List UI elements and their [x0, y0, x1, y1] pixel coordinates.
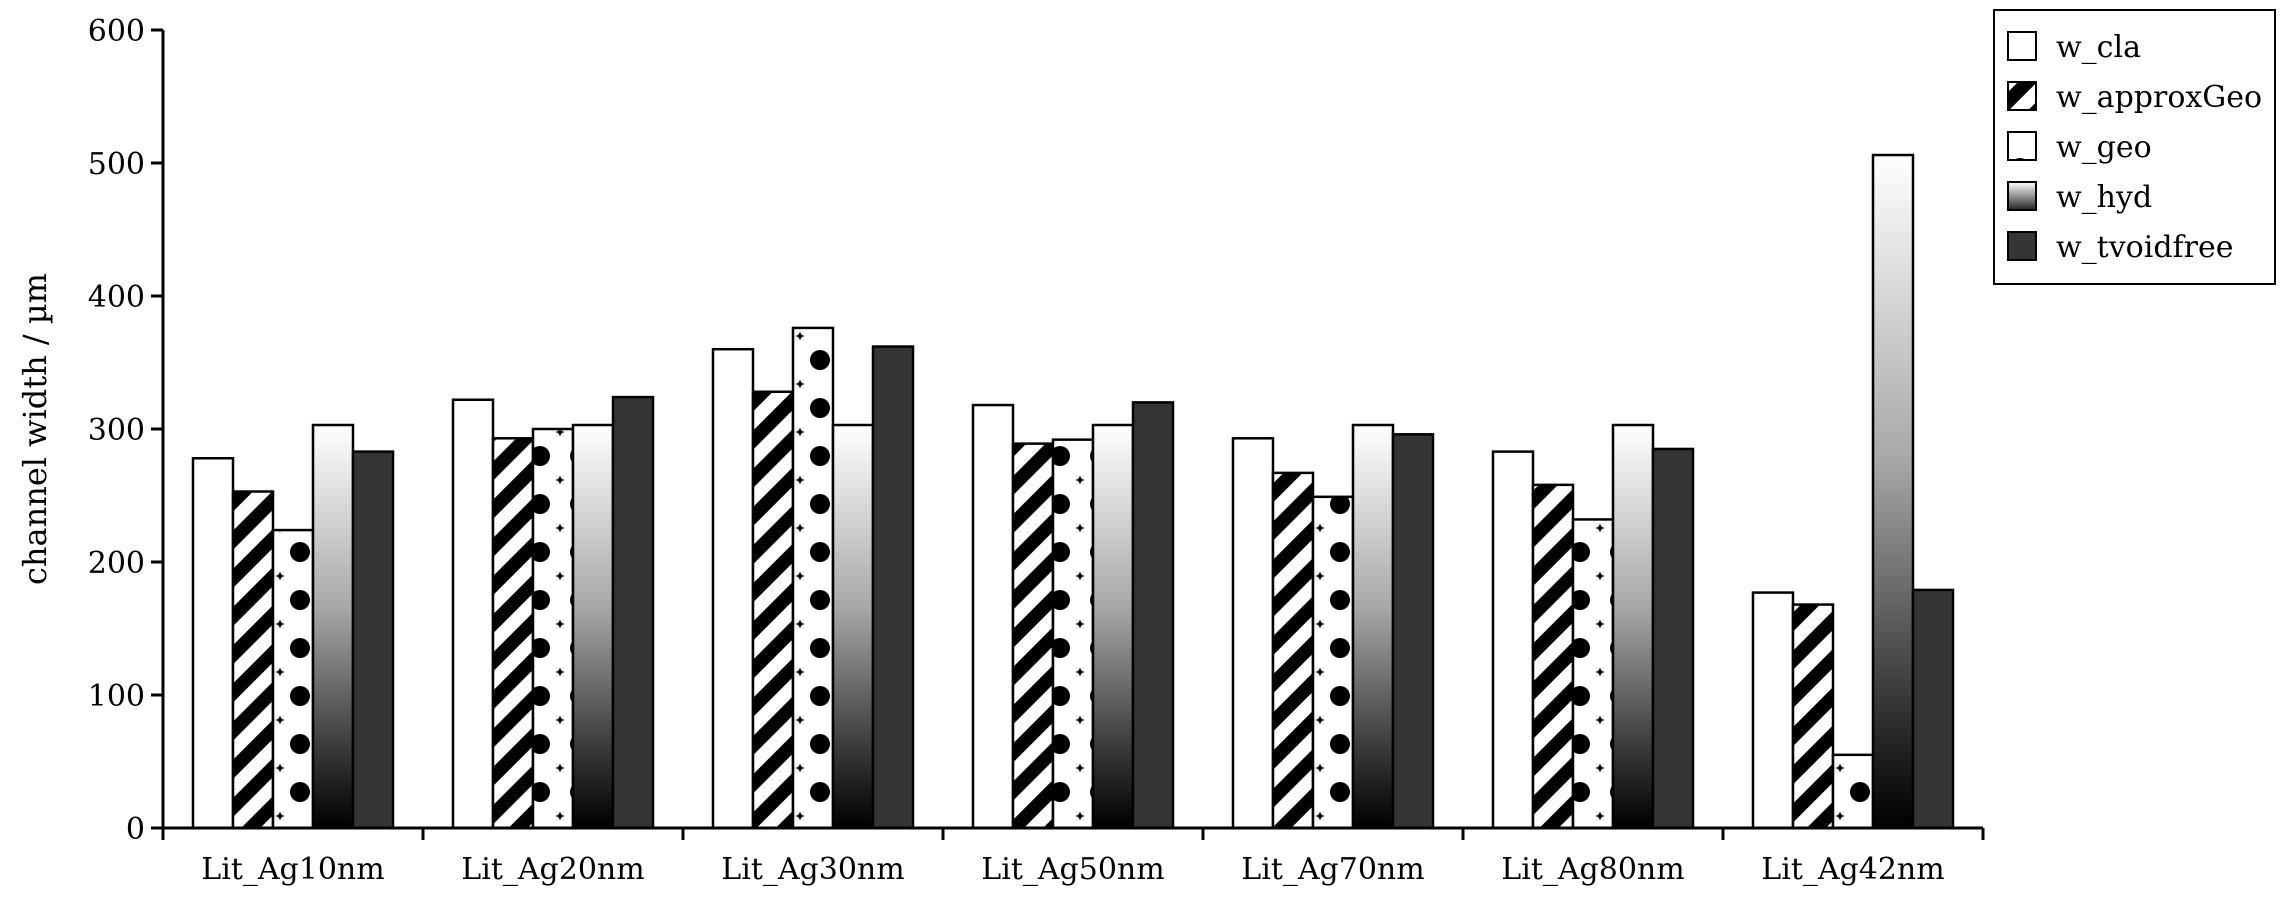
bar-w-hyd-lit-ag42nm — [1871, 153, 1915, 830]
bar-w-cla-lit-ag20nm — [451, 398, 495, 830]
y-tick-label: 0 — [126, 812, 145, 847]
legend-label-w-geo: w_geo — [2056, 130, 2152, 165]
legend-label-w-tvoidfree: w_tvoidfree — [2056, 230, 2234, 265]
bar-w-hyd-lit-ag30nm — [831, 423, 875, 830]
bar-w-geo-lit-ag80nm — [1571, 518, 1615, 830]
bar-w-tvoidfree-lit-ag42nm — [1911, 588, 1955, 830]
bar-w-geo-lit-ag50nm — [1051, 438, 1095, 830]
bar-w-cla-lit-ag42nm — [1751, 591, 1795, 830]
bar-w-cla-lit-ag10nm — [191, 457, 235, 830]
bar-w-approxgeo-lit-ag30nm — [751, 390, 795, 830]
x-tick-label: Lit_Ag80nm — [1501, 852, 1684, 887]
bar-w-approxgeo-lit-ag80nm — [1531, 483, 1575, 830]
legend-swatch-w-geo — [2007, 131, 2037, 161]
legend-swatch-w-hyd — [2007, 181, 2037, 211]
y-tick-label: 100 — [88, 679, 145, 714]
bar-w-geo-lit-ag70nm — [1311, 495, 1355, 830]
bar-w-hyd-lit-ag50nm — [1091, 423, 1135, 830]
legend-swatch-w-tvoidfree — [2007, 231, 2037, 261]
legend-swatch-w-cla — [2007, 31, 2037, 61]
bar-w-geo-lit-ag10nm — [271, 528, 315, 830]
y-axis-title: channel width / µm — [16, 273, 54, 585]
y-ticks-group: 0 100 200 300 400 500 600 — [88, 14, 163, 847]
legend: w_cla w_approxGeo w_geo w_hyd w_tvoidfree — [1993, 9, 2276, 285]
legend-label-w-approxgeo: w_approxGeo — [2056, 80, 2262, 115]
bar-w-hyd-lit-ag20nm — [571, 423, 615, 830]
legend-label-w-cla: w_cla — [2056, 30, 2141, 65]
bar-w-geo-lit-ag30nm — [791, 326, 835, 830]
bars-group — [191, 153, 1955, 830]
x-tick-label: Lit_Ag50nm — [981, 852, 1164, 887]
bar-w-cla-lit-ag30nm — [711, 347, 755, 830]
x-tick-label: Lit_Ag30nm — [721, 852, 904, 887]
bar-w-tvoidfree-lit-ag30nm — [871, 345, 915, 830]
y-tick-label: 300 — [88, 413, 145, 448]
bar-w-cla-lit-ag70nm — [1231, 437, 1275, 830]
bar-w-approxgeo-lit-ag10nm — [231, 490, 275, 830]
bar-w-tvoidfree-lit-ag70nm — [1391, 433, 1435, 830]
legend-swatch-w-approxgeo — [2007, 81, 2037, 111]
bar-w-approxgeo-lit-ag50nm — [1011, 442, 1055, 830]
legend-box — [1993, 9, 2276, 285]
bar-w-tvoidfree-lit-ag10nm — [351, 450, 395, 830]
y-tick-label: 400 — [88, 280, 145, 315]
x-tick-label: Lit_Ag10nm — [201, 852, 384, 887]
bar-w-geo-lit-ag42nm — [1831, 753, 1875, 830]
y-tick-label: 600 — [88, 14, 145, 49]
x-tick-label: Lit_Ag20nm — [461, 852, 644, 887]
y-tick-label: 500 — [88, 147, 145, 182]
bar-w-tvoidfree-lit-ag50nm — [1131, 401, 1175, 830]
bar-w-approxgeo-lit-ag20nm — [491, 437, 535, 830]
bar-w-hyd-lit-ag10nm — [311, 423, 355, 830]
bar-w-tvoidfree-lit-ag80nm — [1651, 447, 1695, 830]
bar-w-geo-lit-ag20nm — [531, 427, 575, 830]
x-ticks-group: Lit_Ag10nm Lit_Ag20nm Lit_Ag30nm Lit_Ag50nm… — [161, 828, 1985, 887]
x-tick-label: Lit_Ag70nm — [1241, 852, 1424, 887]
bar-w-approxgeo-lit-ag42nm — [1791, 603, 1835, 830]
bar-w-approxgeo-lit-ag70nm — [1271, 471, 1315, 830]
legend-label-w-hyd: w_hyd — [2056, 180, 2152, 215]
bar-w-tvoidfree-lit-ag20nm — [611, 395, 655, 830]
bar-w-hyd-lit-ag80nm — [1611, 423, 1655, 830]
bar-w-cla-lit-ag50nm — [971, 403, 1015, 830]
x-tick-label: Lit_Ag42nm — [1761, 852, 1944, 887]
bar-w-cla-lit-ag80nm — [1491, 450, 1535, 830]
y-tick-label: 200 — [88, 546, 145, 581]
bar-w-hyd-lit-ag70nm — [1351, 423, 1395, 830]
